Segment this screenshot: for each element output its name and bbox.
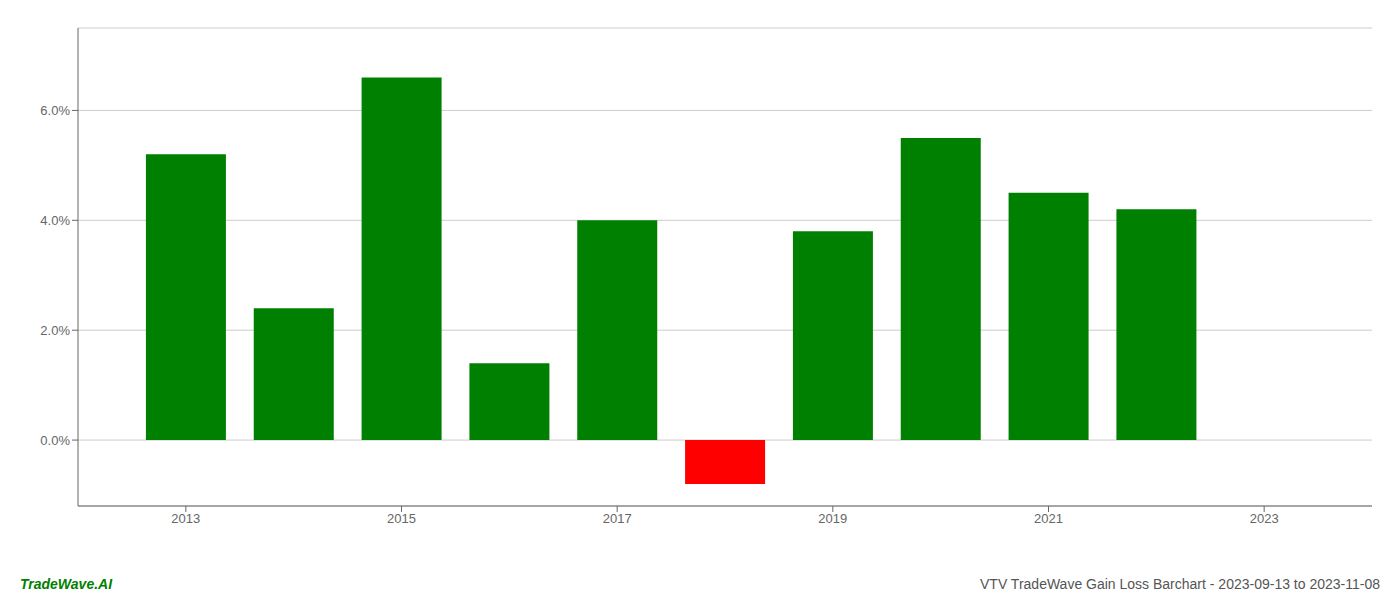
svg-text:4.0%: 4.0% bbox=[40, 213, 70, 228]
svg-text:2.0%: 2.0% bbox=[40, 323, 70, 338]
svg-text:2023: 2023 bbox=[1250, 511, 1279, 526]
html-text:TradeWave.AI: TradeWave.AI bbox=[20, 576, 113, 592]
svg-text:2013: 2013 bbox=[171, 511, 200, 526]
svg-text:2021: 2021 bbox=[1034, 511, 1063, 526]
html-text:VTV TradeWave Gain Loss Barcha: VTV TradeWave Gain Loss Barchart - 2023-… bbox=[980, 576, 1380, 592]
svg-text:2019: 2019 bbox=[818, 511, 847, 526]
svg-text:2017: 2017 bbox=[603, 511, 632, 526]
svg-text:2015: 2015 bbox=[387, 511, 416, 526]
svg-text:6.0%: 6.0% bbox=[40, 103, 70, 118]
svg-text:0.0%: 0.0% bbox=[40, 433, 70, 448]
